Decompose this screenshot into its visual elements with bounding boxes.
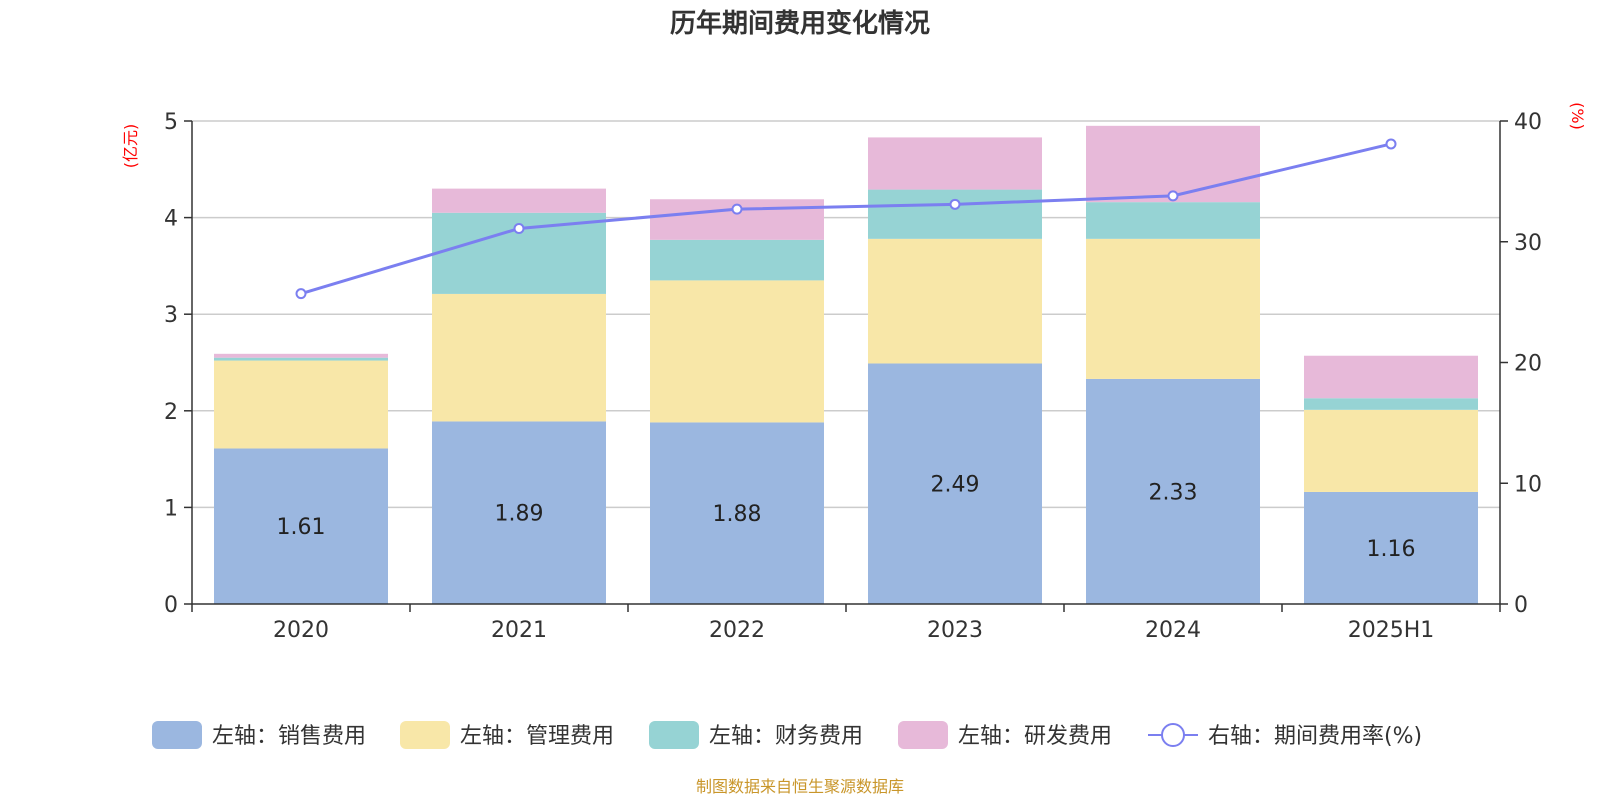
legend-label: 左轴：研发费用 [958,724,1112,749]
bar-segment [1086,238,1260,379]
right-axis-unit: (%) [1568,102,1587,130]
right-axis-tick-label: 20 [1514,352,1542,377]
left-axis-tick-label: 2 [164,400,178,425]
legend-label: 左轴：财务费用 [709,724,863,749]
axes-group: 0 1 2 3 4 5 0 10 20 30 40 2020 2021 2022 2023 2024 2025H… [164,110,1542,643]
left-axis-tick-label: 4 [164,207,178,232]
bar-segment [214,353,388,358]
legend-circle-marker [1161,723,1185,747]
bar-data-label: 1.88 [713,502,762,527]
bar-labels-group: 1.61 1.89 1.88 2.49 2.33 1.16 [277,473,1416,562]
bar-segment [214,360,388,449]
rate-point [1167,190,1179,202]
chart-title: 历年期间费用变化情况 [670,8,930,39]
bar-segment [868,238,1042,364]
x-axis-tick-label: 2022 [709,618,765,643]
rate-point [731,203,743,215]
x-axis-tick-label: 2025H1 [1348,618,1435,643]
bar-data-label: 2.49 [931,473,980,498]
x-axis-tick-label: 2021 [491,618,547,643]
bar-segment [868,189,1042,239]
bar-data-label: 1.16 [1367,537,1416,562]
x-axis-tick-label: 2024 [1145,618,1201,643]
bar-segment [1304,409,1478,492]
bar-segment [214,448,388,604]
left-axis-tick-label: 0 [164,593,178,618]
bar-segment [214,357,388,361]
x-axis-tick-label: 2023 [927,618,983,643]
legend: 左轴：销售费用 左轴：管理费用 左轴：财务费用 左轴：研发费用 右轴：期间费用率(%) [152,721,1422,749]
left-axis-tick-label: 5 [164,110,178,135]
bar-segment [868,363,1042,604]
right-axis-tick-label: 40 [1514,110,1542,135]
bar-segment [1304,355,1478,399]
bar-data-label: 2.33 [1149,480,1198,505]
legend-swatch [649,721,699,749]
rate-line-group [295,138,1397,300]
left-axis-unit: (亿元) [121,124,140,169]
bar-segment [650,239,824,281]
left-axis-tick-label: 3 [164,303,178,328]
rate-point [949,198,961,210]
right-axis-tick-label: 0 [1514,593,1528,618]
rate-point [295,288,307,300]
bar-data-label: 1.61 [277,515,326,540]
bar-segment [650,280,824,423]
bar-segment [1086,202,1260,239]
right-axis-tick-label: 30 [1514,231,1542,256]
bar-segment [1304,398,1478,410]
rate-point [513,222,525,234]
bar-segment [432,188,606,213]
legend-swatch [400,721,450,749]
bar-data-label: 1.89 [495,502,544,527]
left-axis-tick-label: 1 [164,496,178,521]
right-axis-tick-label: 10 [1514,472,1542,497]
rate-line [300,142,1392,296]
bar-segment [432,421,606,604]
legend-swatch [152,721,202,749]
bar-segment [868,137,1042,190]
rate-point [1385,138,1397,150]
bar-segment [1086,125,1260,203]
legend-swatch [898,721,948,749]
legend-label: 左轴：销售费用 [212,724,366,749]
x-axis-tick-label: 2020 [273,618,329,643]
legend-label: 右轴：期间费用率(%) [1208,724,1422,749]
grid-lines [192,120,1500,509]
bar-segment [1086,378,1260,604]
bar-segment [1304,491,1478,604]
data-source: 制图数据来自恒生聚源数据库 [696,777,904,796]
legend-label: 左轴：管理费用 [460,724,614,749]
bar-segment [432,293,606,422]
bar-segment [650,422,824,604]
bars-group [214,125,1478,604]
